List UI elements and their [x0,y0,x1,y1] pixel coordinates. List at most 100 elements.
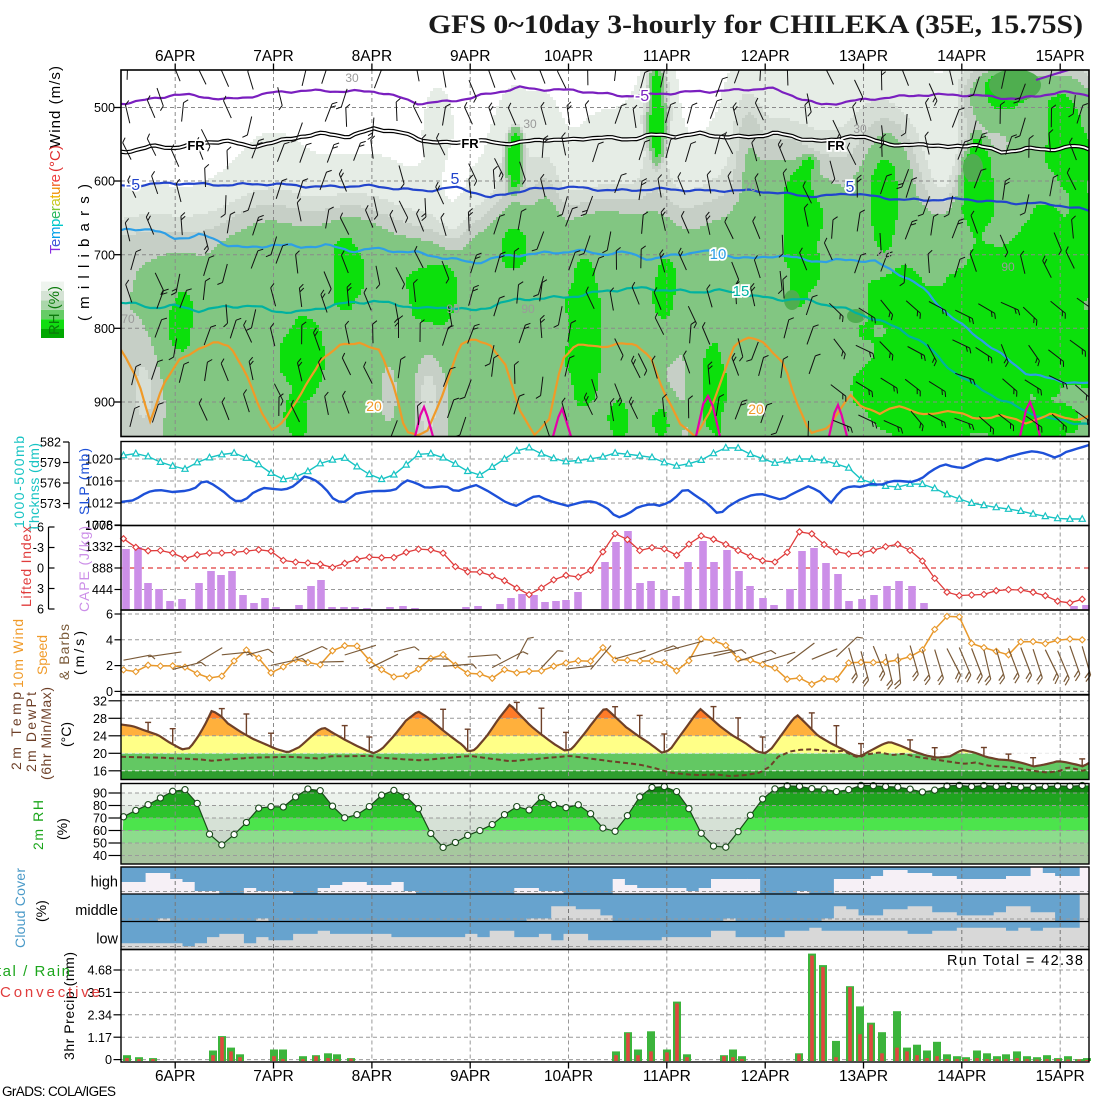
svg-text:-5: -5 [635,88,649,105]
svg-text:3.51: 3.51 [87,986,112,1000]
svg-text:Lifted Index: Lifted Index [18,526,34,607]
svg-text:90: 90 [1001,260,1015,274]
svg-text:700: 700 [94,248,115,262]
svg-text:3hr Precip (mm): 3hr Precip (mm) [61,952,77,1060]
svg-text:1776: 1776 [85,519,113,533]
svg-text:2: 2 [106,659,113,673]
svg-text:10APR: 10APR [544,1068,593,1085]
svg-text:2.34: 2.34 [87,1008,112,1022]
svg-text:582: 582 [40,436,61,450]
svg-text:Cloud Cover: Cloud Cover [12,868,28,948]
svg-text:Thcknss (dm): Thcknss (dm) [26,443,42,532]
svg-text:576: 576 [40,477,61,491]
svg-text:(°C): (°C) [58,722,74,747]
svg-text:0: 0 [105,1053,112,1067]
svg-text:30: 30 [853,122,867,136]
svg-text:30: 30 [345,71,359,85]
svg-text:900: 900 [94,396,115,410]
svg-text:4.68: 4.68 [87,964,112,978]
svg-text:-3: -3 [33,541,44,555]
svg-text:60: 60 [93,824,107,838]
svg-text:11APR: 11APR [643,48,691,65]
svg-text:0: 0 [106,685,113,699]
svg-text:70: 70 [743,180,757,194]
svg-text:CAPE (J/kg): CAPE (J/kg) [76,526,92,612]
svg-text:9APR: 9APR [450,1068,491,1085]
svg-text:4: 4 [106,633,113,647]
svg-text:14APR: 14APR [937,1068,986,1085]
svg-text:FR: FR [827,138,845,153]
svg-text:15: 15 [733,283,750,300]
svg-text:1.17: 1.17 [87,1031,112,1045]
svg-text:2m DewPt: 2m DewPt [23,692,39,772]
svg-text:12APR: 12APR [741,48,790,65]
svg-text:444: 444 [92,583,113,597]
svg-text:6: 6 [37,603,44,617]
svg-text:40: 40 [93,849,107,863]
svg-text:Temperature: Temperature [47,174,64,254]
svg-text:(%): (%) [54,818,70,840]
svg-text:6APR: 6APR [155,1068,196,1085]
svg-text:13APR: 13APR [839,48,888,65]
svg-text:GFS 0~10day 3-hourly for CHILE: GFS 0~10day 3-hourly for CHILEKA (35E, 1… [428,10,1083,39]
svg-text:30: 30 [523,117,537,131]
svg-text:1012: 1012 [85,497,113,511]
svg-text:579: 579 [40,456,61,470]
svg-text:& Barbs: & Barbs [56,624,72,680]
svg-text:2m Temp: 2m Temp [8,692,24,770]
svg-text:10m Wind: 10m Wind [10,619,26,688]
svg-text:Run Total = 42.38: Run Total = 42.38 [947,953,1083,969]
svg-text:12APR: 12APR [741,1068,790,1085]
svg-text:5: 5 [846,179,855,196]
svg-text:SLP (mb): SLP (mb) [76,448,92,515]
svg-text:1016: 1016 [85,475,113,489]
svg-text:11APR: 11APR [643,1068,691,1085]
svg-text:28: 28 [93,712,107,726]
svg-text:1000-500mb: 1000-500mb [11,436,27,528]
svg-text:6: 6 [106,608,113,622]
svg-text:24: 24 [93,729,107,743]
svg-text:32: 32 [93,694,107,708]
svg-text:2m RH: 2m RH [30,800,46,850]
svg-text:1008: 1008 [85,519,113,533]
svg-text:90: 90 [877,248,891,262]
svg-text:80: 80 [93,799,107,813]
svg-text:1332: 1332 [85,540,113,554]
svg-text:500: 500 [94,101,115,115]
svg-text:90: 90 [93,786,107,800]
svg-text:middle: middle [75,903,118,919]
svg-text:low: low [96,932,118,948]
svg-text:16: 16 [93,764,107,778]
svg-text:15APR: 15APR [1036,48,1085,65]
svg-text:20: 20 [748,401,764,417]
svg-text:Convective: Convective [0,984,100,1001]
svg-text:13APR: 13APR [839,1068,888,1085]
svg-text:573: 573 [40,497,61,511]
svg-text:14APR: 14APR [937,48,986,65]
svg-text:Speed: Speed [34,635,50,675]
svg-text:8APR: 8APR [352,48,393,65]
svg-text:(°C): (°C) [47,145,64,172]
svg-text:3: 3 [37,582,44,596]
svg-text:7APR: 7APR [253,1068,294,1085]
svg-text:15APR: 15APR [1036,1068,1085,1085]
svg-text:800: 800 [94,322,115,336]
svg-text:70: 70 [93,811,107,825]
svg-text:FR: FR [187,138,205,153]
svg-text:(6hr Min/Max): (6hr Min/Max) [38,687,54,780]
svg-text:Wind (m/s): Wind (m/s) [47,66,64,148]
svg-text:600: 600 [94,175,115,189]
svg-text:-5: -5 [126,177,140,194]
svg-text:FR: FR [461,136,479,151]
svg-text:Total / Rain: Total / Rain [0,963,70,980]
svg-text:90: 90 [521,302,535,316]
svg-text:(%): (%) [33,900,49,922]
svg-text:0: 0 [37,562,44,576]
svg-text:high: high [91,875,118,891]
svg-text:70: 70 [121,312,135,326]
svg-text:RH (%): RH (%) [46,286,63,335]
svg-text:9APR: 9APR [450,48,491,65]
svg-text:1020: 1020 [85,453,113,467]
svg-text:6APR: 6APR [155,48,196,65]
svg-text:(m/s): (m/s) [71,631,87,675]
